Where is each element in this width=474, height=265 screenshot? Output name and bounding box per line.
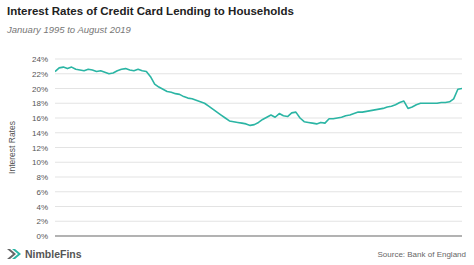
title: Interest Rates of Credit Card Lending to… bbox=[7, 5, 294, 17]
grid-line bbox=[55, 118, 462, 119]
logo-icon bbox=[12, 249, 21, 259]
y-tick-label: 18% bbox=[32, 99, 48, 108]
logo-text: NimbleFins bbox=[25, 248, 82, 260]
grid-line bbox=[55, 236, 462, 237]
grid-line bbox=[55, 73, 462, 74]
y-axis-label: Interest Rates bbox=[7, 121, 17, 174]
logo bbox=[7, 249, 21, 259]
y-tick-label: 16% bbox=[32, 114, 48, 123]
y-tick-label: 4% bbox=[36, 203, 48, 212]
x-axis bbox=[55, 236, 462, 237]
y-tick-label: 22% bbox=[32, 70, 48, 79]
source: Source: Bank of England bbox=[377, 250, 466, 259]
subtitle: January 1995 to August 2019 bbox=[6, 24, 131, 35]
grid-line bbox=[55, 88, 462, 89]
grid-line bbox=[55, 132, 462, 133]
grid-line bbox=[55, 221, 462, 222]
y-tick-label: 2% bbox=[36, 217, 48, 226]
grid-line bbox=[55, 147, 462, 148]
y-tick-label: 24% bbox=[32, 55, 48, 64]
y-tick-label: 12% bbox=[32, 144, 48, 153]
grid-line bbox=[55, 206, 462, 207]
line bbox=[55, 67, 462, 125]
y-tick-label: 6% bbox=[36, 188, 48, 197]
y-tick-label: 14% bbox=[32, 129, 48, 138]
y-tick-label: 20% bbox=[32, 85, 48, 94]
y-tick-label: 0% bbox=[36, 232, 48, 241]
grid-line bbox=[55, 177, 462, 178]
grid-line bbox=[55, 162, 462, 163]
grid-line bbox=[55, 59, 462, 60]
grid-line bbox=[55, 191, 462, 192]
plot-area bbox=[55, 67, 462, 125]
y-tick-label: 8% bbox=[36, 173, 48, 182]
y-tick-label: 10% bbox=[32, 158, 48, 167]
chart: Interest Rates of Credit Card Lending to… bbox=[0, 0, 474, 265]
